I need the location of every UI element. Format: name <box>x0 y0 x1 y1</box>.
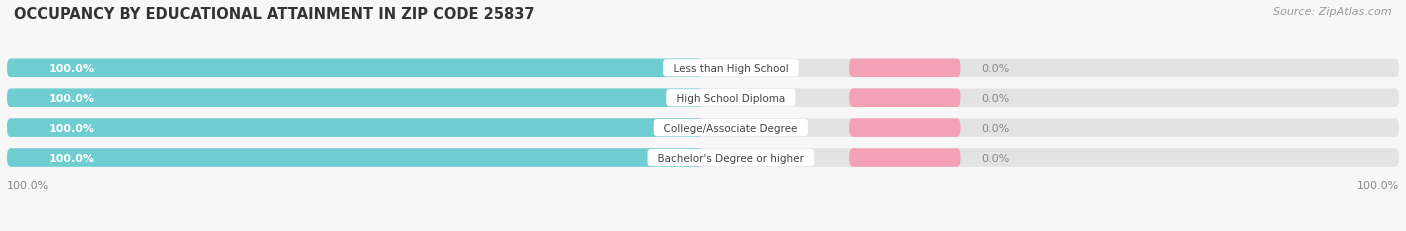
FancyBboxPatch shape <box>7 89 703 108</box>
Text: OCCUPANCY BY EDUCATIONAL ATTAINMENT IN ZIP CODE 25837: OCCUPANCY BY EDUCATIONAL ATTAINMENT IN Z… <box>14 7 534 22</box>
Text: College/Associate Degree: College/Associate Degree <box>658 123 804 133</box>
Text: 0.0%: 0.0% <box>981 64 1010 73</box>
FancyBboxPatch shape <box>7 149 703 167</box>
FancyBboxPatch shape <box>849 119 960 137</box>
FancyBboxPatch shape <box>849 59 960 78</box>
Text: 100.0%: 100.0% <box>49 123 94 133</box>
FancyBboxPatch shape <box>7 119 703 137</box>
Text: 100.0%: 100.0% <box>49 153 94 163</box>
Text: 0.0%: 0.0% <box>981 123 1010 133</box>
Text: 100.0%: 100.0% <box>49 93 94 103</box>
Text: 100.0%: 100.0% <box>1357 180 1399 190</box>
FancyBboxPatch shape <box>849 89 960 108</box>
Text: 100.0%: 100.0% <box>7 180 49 190</box>
Text: Less than High School: Less than High School <box>666 64 794 73</box>
FancyBboxPatch shape <box>849 149 960 167</box>
Text: 0.0%: 0.0% <box>981 153 1010 163</box>
Text: Bachelor's Degree or higher: Bachelor's Degree or higher <box>651 153 810 163</box>
Text: 0.0%: 0.0% <box>981 93 1010 103</box>
FancyBboxPatch shape <box>7 149 1399 167</box>
FancyBboxPatch shape <box>7 119 1399 137</box>
FancyBboxPatch shape <box>7 89 1399 108</box>
FancyBboxPatch shape <box>7 59 703 78</box>
Text: 100.0%: 100.0% <box>49 64 94 73</box>
FancyBboxPatch shape <box>7 59 1399 78</box>
Text: Source: ZipAtlas.com: Source: ZipAtlas.com <box>1274 7 1392 17</box>
Text: High School Diploma: High School Diploma <box>671 93 792 103</box>
